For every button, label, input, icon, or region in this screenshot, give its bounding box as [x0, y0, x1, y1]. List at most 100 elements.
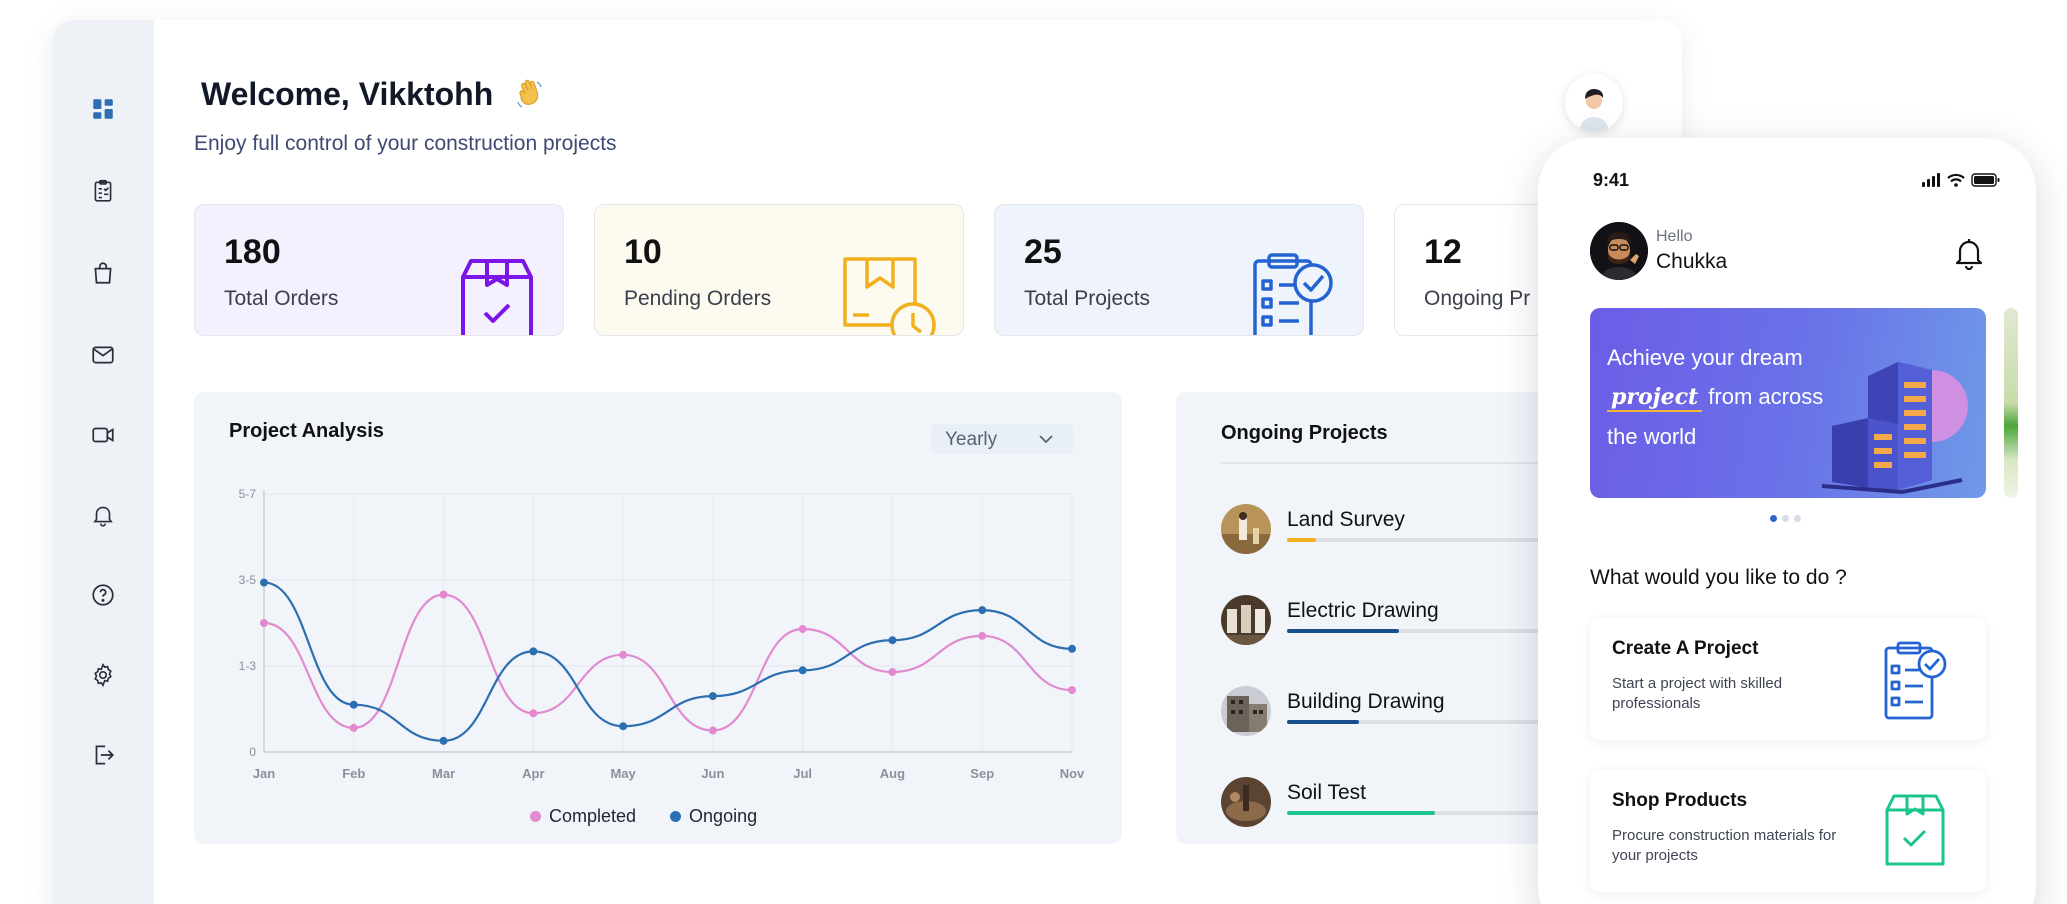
- chart-legend: Completed Ongoing: [530, 806, 757, 827]
- status-icons: [1922, 172, 2002, 193]
- stat-card-pending-orders[interactable]: 10 Pending Orders: [594, 204, 964, 336]
- data-point-completed: [708, 726, 717, 735]
- y-tick-label: 0: [249, 745, 256, 759]
- progress-track: [1287, 720, 1647, 724]
- stat-card-total-projects[interactable]: 25 Total Projects: [994, 204, 1364, 336]
- legend-item-ongoing: Ongoing: [670, 806, 757, 827]
- shop-products-card[interactable]: Shop Products Procure construction mater…: [1590, 770, 1986, 892]
- project-thumbnail: [1221, 504, 1271, 554]
- box-clock-icon: [841, 255, 941, 335]
- x-tick-label: Jul: [793, 766, 812, 781]
- settings-icon[interactable]: [86, 658, 120, 692]
- carousel-dot[interactable]: [1782, 515, 1789, 522]
- x-tick-label: Nov: [1060, 766, 1085, 781]
- banner-line-3: the world: [1607, 424, 1697, 449]
- project-row[interactable]: Land Survey: [1221, 504, 1682, 558]
- page-subtitle: Enjoy full control of your construction …: [194, 132, 617, 155]
- data-point-ongoing: [1068, 644, 1076, 653]
- progress-track: [1287, 811, 1647, 815]
- y-tick-label: 1-3: [239, 659, 257, 673]
- banner-line-1: Achieve your dream: [1607, 345, 1803, 370]
- carousel-dot[interactable]: [1770, 515, 1777, 522]
- project-name: Building Drawing: [1287, 690, 1445, 713]
- video-icon[interactable]: [86, 418, 120, 452]
- sidebar: [52, 20, 154, 904]
- user-avatar[interactable]: [1565, 74, 1623, 132]
- box-check-icon: [1882, 792, 1948, 873]
- progress-track: [1287, 629, 1647, 633]
- x-tick-label: Feb: [342, 766, 365, 781]
- chevron-down-icon: [1039, 435, 1053, 444]
- stat-value: 25: [1024, 233, 1062, 271]
- data-point-ongoing: [349, 700, 358, 709]
- ongoing-title: Ongoing Projects: [1221, 422, 1388, 444]
- banner-text: Achieve your dream project from across t…: [1607, 338, 1837, 456]
- data-point-completed: [798, 625, 807, 634]
- data-point-ongoing: [978, 606, 987, 615]
- data-point-completed: [1068, 686, 1076, 695]
- carousel-dots: [1770, 515, 1801, 522]
- greeting-label: Hello: [1656, 228, 1693, 245]
- bell-icon[interactable]: [86, 498, 120, 532]
- mail-icon[interactable]: [86, 338, 120, 372]
- stat-label: Total Projects: [1024, 287, 1151, 310]
- next-banner-preview[interactable]: [2004, 308, 2018, 498]
- mobile-app: 9:41 Hello Chukka Achieve your dream pro…: [1538, 138, 2036, 904]
- progress-fill: [1287, 720, 1359, 724]
- progress-track: [1287, 538, 1647, 542]
- section-heading: What would you like to do ?: [1590, 566, 1847, 589]
- notification-bell-icon[interactable]: [1954, 236, 1984, 271]
- banner-highlight: project: [1607, 384, 1703, 412]
- action-description: Procure construction materials for your …: [1612, 827, 1837, 864]
- data-point-ongoing: [798, 666, 807, 675]
- stat-label: Total Orders: [224, 287, 339, 310]
- progress-fill: [1287, 629, 1399, 633]
- create-project-card[interactable]: Create A Project Start a project with sk…: [1590, 618, 1986, 740]
- action-description: Start a project with skilled professiona…: [1612, 675, 1783, 712]
- building-illustration: [1821, 362, 1968, 495]
- carousel-dot[interactable]: [1794, 515, 1801, 522]
- data-point-completed: [529, 709, 538, 718]
- waving-hand-icon: [513, 78, 547, 112]
- x-tick-label: Jan: [253, 766, 275, 781]
- page-title: Welcome, Vikktohh: [201, 76, 494, 112]
- action-title: Shop Products: [1612, 790, 1748, 811]
- project-row[interactable]: Electric Drawing: [1221, 595, 1682, 649]
- greeting-name: Chukka: [1656, 250, 1728, 273]
- stat-value: 180: [224, 233, 281, 271]
- promo-banner[interactable]: Achieve your dream project from across t…: [1590, 308, 1986, 498]
- stat-card-total-orders[interactable]: 180 Total Orders: [194, 204, 564, 336]
- series-line-ongoing: [263, 581, 1073, 742]
- x-tick-label: Sep: [970, 766, 994, 781]
- line-chart: 0 1-3 3-5 5-7 Jan Feb Mar Apr May Jun Jul Aug Sep Nov: [239, 487, 1085, 781]
- shopping-bag-icon[interactable]: [86, 256, 120, 290]
- y-tick-label: 3-5: [239, 573, 257, 587]
- logout-icon[interactable]: [86, 738, 120, 772]
- data-point-ongoing: [888, 636, 897, 645]
- clipboard-icon[interactable]: [86, 174, 120, 208]
- project-row[interactable]: Soil Test: [1221, 777, 1682, 831]
- legend-item-completed: Completed: [530, 806, 636, 827]
- data-point-completed: [439, 590, 448, 599]
- help-icon[interactable]: [86, 578, 120, 612]
- series-line-completed: [263, 593, 1073, 732]
- stat-label: Ongoing Pr: [1424, 287, 1531, 310]
- data-point-ongoing: [439, 736, 448, 745]
- data-point-ongoing: [260, 578, 268, 587]
- project-name: Electric Drawing: [1287, 599, 1439, 622]
- dashboard-icon[interactable]: [86, 92, 120, 126]
- clipboard-check-icon: [1882, 640, 1948, 725]
- stat-value: 10: [624, 233, 662, 271]
- x-tick-label: Aug: [880, 766, 905, 781]
- data-point-completed: [349, 723, 358, 732]
- profile-avatar[interactable]: [1590, 222, 1648, 280]
- legend-swatch: [530, 811, 541, 822]
- legend-label: Ongoing: [689, 806, 758, 826]
- signal-icon: [1922, 173, 1940, 187]
- desktop-dashboard: Welcome, Vikktohh Enjoy full control of …: [52, 20, 1682, 904]
- project-thumbnail: [1221, 686, 1271, 736]
- x-tick-label: May: [610, 766, 636, 781]
- clipboard-check-icon: [1251, 253, 1337, 335]
- period-dropdown[interactable]: Yearly: [931, 424, 1073, 454]
- project-row[interactable]: Building Drawing: [1221, 686, 1682, 740]
